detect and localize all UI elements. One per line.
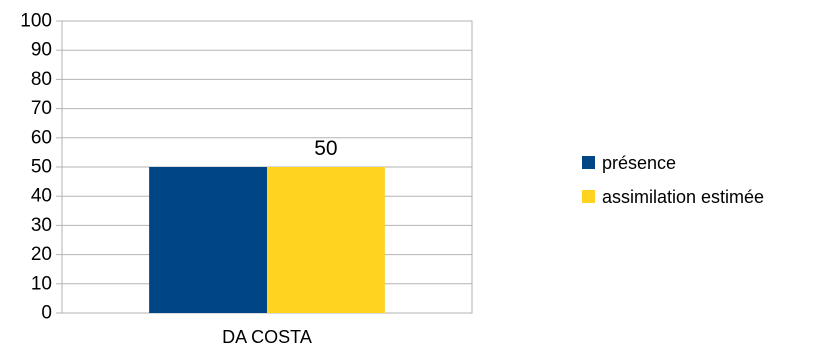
legend-swatch (582, 190, 595, 203)
data-labels: 50 (314, 137, 337, 160)
bars (149, 167, 385, 313)
y-tick-label: 30 (31, 215, 52, 236)
y-tick-label: 100 (20, 11, 52, 32)
y-tick-label: 20 (31, 244, 52, 265)
bar-presence (149, 167, 267, 313)
y-axis-ticks: 0 10 20 30 40 50 60 70 80 90 100 (20, 11, 52, 324)
legend-swatch (582, 156, 595, 169)
y-tick-label: 70 (31, 98, 52, 119)
y-tick-label: 40 (31, 186, 52, 207)
y-tick-label: 10 (31, 273, 52, 294)
legend: présence assimilation estimée (582, 153, 764, 207)
y-tick-label: 80 (31, 69, 52, 90)
y-tick-label: 90 (31, 40, 52, 61)
y-tick-label: 60 (31, 127, 52, 148)
x-axis-categories: DA COSTA (222, 327, 312, 347)
bar-assimilation (267, 167, 385, 313)
y-tick-label: 50 (31, 157, 52, 178)
y-tick-label: 0 (41, 303, 52, 324)
category-label: DA COSTA (222, 327, 312, 347)
legend-label: présence (602, 153, 676, 173)
legend-label: assimilation estimée (602, 187, 764, 207)
data-label: 50 (314, 137, 337, 160)
